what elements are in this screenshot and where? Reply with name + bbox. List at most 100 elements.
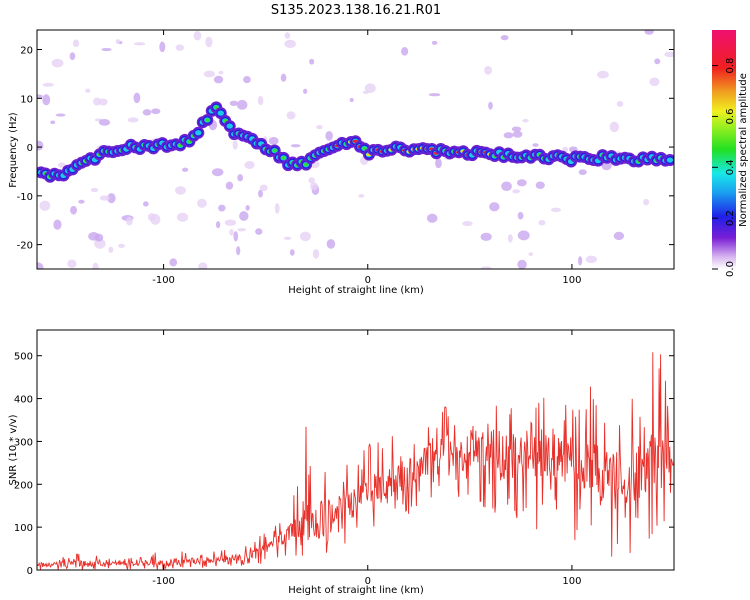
noise-blob [364,83,376,94]
x-tick-label: -100 [152,576,175,587]
noise-blob [42,82,54,87]
noise-blob [644,30,654,35]
noise-blob [643,198,650,206]
noise-blob [203,70,216,78]
y-tick-label: 0 [27,143,33,154]
noise-blob [205,36,213,48]
noise-blob [286,111,296,120]
noise-blob [649,77,660,87]
y-tick-label: 20 [20,46,33,57]
y-tick-label: 300 [14,437,33,448]
noise-blob [654,58,661,65]
noise-blob [55,113,66,117]
noise-blob [215,221,221,229]
noise-blob [507,234,513,243]
x-tick-label: -100 [152,275,175,286]
noise-blob [224,219,237,226]
noise-blob [115,39,121,45]
noise-blob [108,246,114,253]
noise-blob [362,90,369,94]
noise-blob [517,211,524,220]
noise-blob [58,162,66,168]
noise-blob [50,120,56,125]
noise-blob [233,231,239,242]
noise-blob [616,100,624,107]
noise-blob [517,259,527,269]
noise-blob [98,118,111,126]
noise-blob [501,181,512,192]
snr-xlabel: Height of straight line (km) [288,585,424,596]
noise-blob [358,194,365,198]
noise-blob [53,219,62,230]
noise-blob [85,88,91,93]
noise-blob [239,211,249,221]
spectrogram-ylabel: Frequency (Hz) [8,112,19,188]
noise-blob [585,255,597,264]
noise-blob [257,95,264,106]
snr-plot-area [37,352,674,570]
spectral-blob [362,146,367,151]
noise-blob [283,236,292,240]
x-tick-label: 100 [562,275,581,286]
noise-blob [284,39,296,48]
noise-blob [218,204,226,212]
noise-blob [70,205,77,215]
noise-blob [512,130,523,138]
noise-blob [258,189,263,198]
y-tick-label: -20 [17,241,33,252]
spectral-blob [281,156,286,160]
noise-blob [237,228,247,232]
noise-blob [290,144,301,148]
noise-blob [609,121,620,133]
y-tick-label: 200 [14,480,33,491]
noise-blob [308,177,315,184]
x-tick-label: 100 [562,576,581,587]
figure-title: S135.2023.138.16.21.R01 [271,3,441,18]
noise-blob [480,232,492,241]
spectral-blob [205,118,210,122]
noise-blob [597,70,609,79]
noise-blob [578,169,587,176]
noise-blob [99,195,110,201]
noise-blob [175,186,186,195]
noise-blob [198,262,208,269]
noise-blob [435,158,442,169]
x-tick-label: 0 [365,275,371,286]
noise-blob [312,249,320,259]
noise-blob [98,98,108,106]
noise-blob [245,205,250,211]
spectrogram-xlabel: Height of straight line (km) [288,285,424,296]
noise-blob [229,229,234,236]
noise-blob [522,119,529,123]
noise-blob [309,58,315,65]
noise-blob [229,100,238,107]
noise-blob [150,214,161,225]
noise-blob [90,187,99,193]
noise-blob [176,212,189,222]
noise-blob [218,70,224,75]
noise-blob [143,201,149,207]
spectral-blob [666,157,674,163]
colorbar-label: Normalized spectral amplitude [738,73,749,227]
noise-blob [142,109,152,116]
noise-blob [310,182,318,191]
spectral-blob [195,130,202,136]
noise-blob [169,258,178,267]
noise-blob [182,167,189,172]
noise-blob [489,202,500,212]
noise-blob [175,44,184,51]
snr-panel: -100 0 100 0 100 200 300 400 500 Height of strai… [8,329,675,596]
noise-blob [259,184,268,192]
noise-blob [88,231,100,241]
noise-blob [535,181,545,190]
noise-blob [51,58,64,68]
noise-blob [193,31,202,41]
spectral-blob [217,110,224,116]
noise-blob [225,181,234,190]
noise-blob [37,262,44,269]
noise-blob [37,140,44,151]
noise-blob [78,199,85,204]
noise-blob [299,231,311,242]
noise-blob [42,94,51,106]
